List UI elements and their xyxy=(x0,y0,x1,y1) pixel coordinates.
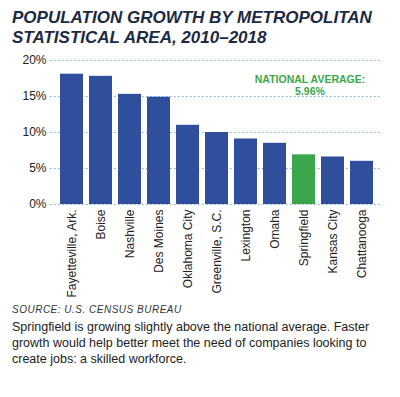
svg-text:NATIONAL AVERAGE:5.96%: NATIONAL AVERAGE:5.96% xyxy=(255,73,365,97)
svg-text:Omaha: Omaha xyxy=(268,209,282,249)
html-text:SOURCE: U.S. CENSUS BUREAU: SOURCE: U.S. CENSUS BUREAU xyxy=(12,304,182,315)
svg-text:Nashville: Nashville xyxy=(123,209,137,258)
svg-text:Oklahoma City: Oklahoma City xyxy=(181,210,195,289)
svg-text:10%: 10% xyxy=(22,125,46,139)
svg-text:Des Moines: Des Moines xyxy=(152,210,166,273)
svg-text:5%: 5% xyxy=(29,161,47,175)
svg-text:Greenville, S.C.: Greenville, S.C. xyxy=(210,210,224,294)
svg-text:15%: 15% xyxy=(22,89,46,103)
svg-text:0%: 0% xyxy=(29,197,47,211)
svg-text:Boise: Boise xyxy=(94,209,108,239)
html-text:Springfield is growing slightl: Springfield is growing slightly above th… xyxy=(12,320,370,366)
svg-text:20%: 20% xyxy=(22,53,46,67)
svg-text:Fayetteville, Ark.: Fayetteville, Ark. xyxy=(65,210,79,298)
svg-text:Lexington: Lexington xyxy=(239,210,253,262)
svg-text:Chattanooga: Chattanooga xyxy=(355,209,369,278)
html-text:POPULATION GROWTH BY METROPOLI: POPULATION GROWTH BY METROPOLITAN STATIS… xyxy=(12,8,372,47)
svg-text:Springfield: Springfield xyxy=(297,210,311,267)
svg-text:Kansas City: Kansas City xyxy=(326,210,340,274)
